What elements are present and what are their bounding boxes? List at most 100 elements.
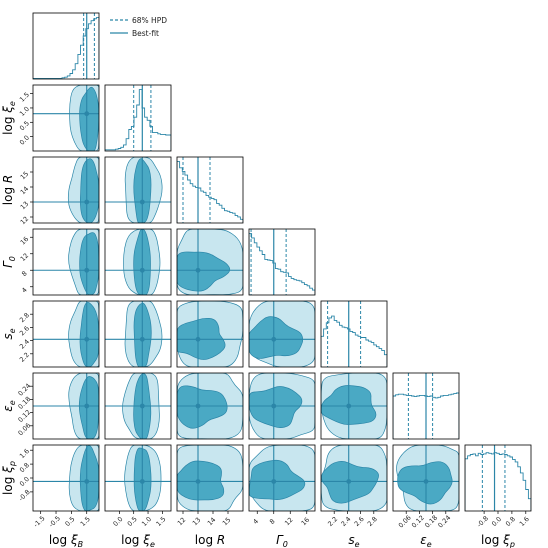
panel-4-4 <box>320 300 388 368</box>
xaxis-label-2: log R <box>195 533 225 547</box>
marginal-histogram-1 <box>105 89 171 151</box>
panel-5-0: 0.060.120.180.24 <box>17 372 100 440</box>
panel-frame-4-0 <box>32 300 100 368</box>
bestfit-point-6-5 <box>423 479 429 484</box>
panel-5-3 <box>248 372 316 440</box>
panel-frame-4-3 <box>248 300 316 368</box>
yaxis-label-3: Γ0 <box>1 256 17 268</box>
ytick-label-6-1: 0.0 <box>18 475 31 488</box>
legend-hpd-label: 68% HPD <box>132 16 167 25</box>
panel-4-2 <box>176 300 244 368</box>
panel-4-1 <box>104 300 172 368</box>
bestfit-point-3-2 <box>195 267 201 273</box>
marginal-histogram-6 <box>465 452 531 511</box>
xtick-label-4-3: 2.8 <box>366 515 379 528</box>
bestfit-point-4-3 <box>271 336 277 342</box>
xtick-label-2-1: 13 <box>191 516 203 528</box>
panel-frame-6-5 <box>392 444 460 512</box>
hpd68-region-4-3 <box>249 316 304 359</box>
panel-content <box>321 301 387 367</box>
bestfit-point-5-4 <box>346 403 352 409</box>
xtick-label-2-2: 14 <box>206 516 218 528</box>
panel-0-0 <box>32 12 100 80</box>
hpd68-region-3-2 <box>177 251 231 292</box>
panel-frame-5-4 <box>320 372 388 440</box>
xtick-label-3-3: 16 <box>300 516 312 528</box>
panel-frame-5-1 <box>104 372 172 440</box>
panel-frame-1-1 <box>104 84 172 152</box>
bestfit-point-5-1 <box>139 403 145 409</box>
xtick-label-0-1: -0.5 <box>47 514 62 529</box>
ytick-label-4-3: 2.8 <box>18 311 31 324</box>
ytick-label-5-1: 0.12 <box>17 408 33 424</box>
hpd68-region-5-0 <box>78 376 99 439</box>
panel-content <box>393 445 459 511</box>
xaxis-label-6: log ξp <box>481 533 515 548</box>
panel-frame-0-0 <box>32 12 100 80</box>
marginal-histogram-3 <box>249 233 315 295</box>
legend: 68% HPD Best-fit <box>110 16 167 38</box>
panel-6-5: 0.060.120.180.24 <box>392 444 460 530</box>
xtick-label-4-2: 2.6 <box>353 515 366 528</box>
bestfit-point-6-2 <box>195 479 201 484</box>
yaxis-label-2: log R <box>1 175 15 205</box>
panel-content <box>321 373 387 439</box>
panel-frame-4-2 <box>176 300 244 368</box>
xtick-label-6-3: 1.6 <box>518 515 531 528</box>
panel-6-2: 12 13 14 15 <box>176 444 244 528</box>
panel-content <box>177 373 243 439</box>
ytick-label-2-0: 12 <box>19 215 31 227</box>
ytick-label-2-3: 15 <box>19 170 31 182</box>
panel-content <box>33 445 99 511</box>
xaxis-label-4: se <box>348 533 359 548</box>
panel-6-3: 4 8 12 16 <box>248 444 316 528</box>
panel-frame-5-5 <box>392 372 460 440</box>
yaxis-label-6: log ξp <box>1 461 17 495</box>
panel-content <box>249 229 315 295</box>
marginal-histogram-4 <box>321 315 387 367</box>
xtick-label-1-3: 1.5 <box>154 515 167 528</box>
xtick-label-6-1: 0.0 <box>490 515 503 528</box>
hpd68-region-6-3 <box>249 459 306 500</box>
yaxis-label-1: log ξe <box>1 101 17 135</box>
hpd68-region-2-0 <box>80 158 99 223</box>
panel-5-5 <box>392 372 460 440</box>
panel-4-3 <box>248 300 316 368</box>
panel-6-1: 0.0 0.5 1.0 1.5 <box>104 444 172 528</box>
panel-frame-3-0 <box>32 228 100 296</box>
panel-6-4: 2.2 2.4 2.6 2.8 <box>320 444 388 528</box>
ytick-label-3-0: 4 <box>20 286 29 295</box>
panel-content <box>33 13 99 79</box>
xtick-label-4-1: 2.4 <box>340 515 353 528</box>
ytick-label-2-1: 13 <box>19 200 31 212</box>
panel-content <box>249 445 315 511</box>
hpd68-region-6-2 <box>177 460 225 501</box>
panel-content <box>105 229 171 295</box>
bestfit-point-6-3 <box>271 479 277 484</box>
ytick-label-3-3: 16 <box>19 235 31 247</box>
bestfit-point-5-0 <box>84 403 90 409</box>
ytick-label-1-1: 0.5 <box>18 119 31 132</box>
ytick-label-3-2: 12 <box>19 252 31 264</box>
panel-4-0: 2.22.42.62.8 <box>18 300 100 368</box>
panel-content <box>33 157 99 223</box>
xtick-label-3-2: 12 <box>283 516 295 528</box>
xtick-label-6-2: 0.8 <box>504 515 517 528</box>
panel-content <box>321 445 387 511</box>
yaxis-label-4: se <box>1 328 17 339</box>
panel-frame-6-4 <box>320 444 388 512</box>
xtick-label-1-0: 0.0 <box>111 515 124 528</box>
xtick-label-3-0: 4 <box>252 517 261 526</box>
panel-6-6: -0.8 0.0 0.8 1.6 <box>464 444 532 529</box>
panel-content <box>105 157 171 223</box>
panel-frame-3-1 <box>104 228 172 296</box>
bestfit-point-3-1 <box>139 267 145 273</box>
xtick-label-6-0: -0.8 <box>475 514 490 529</box>
hpd68-region-5-2 <box>177 385 228 429</box>
xtick-label-5-0: 0.06 <box>397 514 413 530</box>
panel-5-4 <box>320 372 388 440</box>
panel-content <box>393 373 459 439</box>
panel-content <box>465 445 531 511</box>
panel-content <box>177 445 243 511</box>
xtick-label-1-1: 0.5 <box>126 515 139 528</box>
